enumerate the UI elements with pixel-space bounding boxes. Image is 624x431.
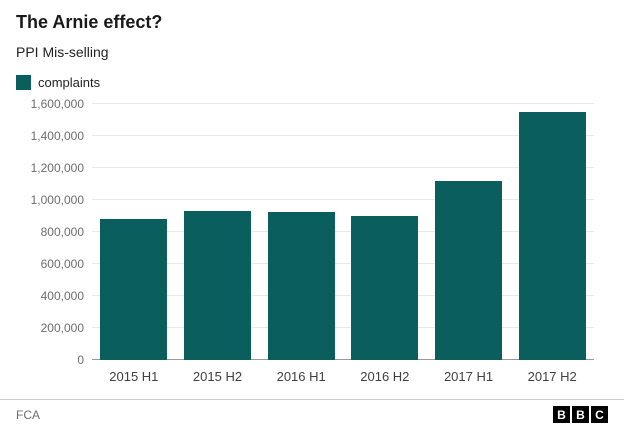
bar-2015-h1 xyxy=(100,219,168,360)
y-tick-label: 1,400,000 xyxy=(30,129,84,143)
gridline xyxy=(92,199,594,200)
y-tick-label: 1,600,000 xyxy=(30,97,84,111)
bar-chart: 0 200,000 400,000 600,000 800,000 1,000,000 1,… xyxy=(16,97,608,384)
bar-2015-h2 xyxy=(184,211,251,360)
y-tick-label: 1,200,000 xyxy=(30,161,84,175)
legend-swatch xyxy=(16,75,31,90)
gridline xyxy=(92,327,594,328)
y-axis: 0 200,000 400,000 600,000 800,000 1,000,000 1,… xyxy=(16,97,92,367)
gridline xyxy=(92,295,594,296)
chart-subtitle: PPI Mis-selling xyxy=(16,44,109,60)
gridline xyxy=(92,103,594,104)
y-tick-label: 400,000 xyxy=(40,289,84,303)
chart-body: 0 200,000 400,000 600,000 800,000 1,000,000 1,… xyxy=(16,97,608,367)
bar-2016-h2 xyxy=(351,216,419,360)
y-tick-label: 200,000 xyxy=(40,321,84,335)
y-tick-label: 0 xyxy=(77,353,84,367)
baseline xyxy=(92,359,594,360)
bar-slot xyxy=(427,104,511,360)
legend-label: complaints xyxy=(38,75,101,90)
x-tick-label: 2015 H1 xyxy=(109,369,159,384)
source-label: FCA xyxy=(16,407,40,422)
y-tick-label: 600,000 xyxy=(40,257,84,271)
x-axis: 2015 H1 2015 H2 2016 H1 2016 H2 2017 H1 2017 … xyxy=(92,360,594,384)
x-tick-label: 2016 H1 xyxy=(276,369,326,384)
y-tick-label: 800,000 xyxy=(40,225,84,239)
gridline xyxy=(92,263,594,264)
bar-slot xyxy=(343,104,427,360)
bars xyxy=(92,104,594,360)
chart-title: The Arnie effect? xyxy=(16,12,163,32)
bar-slot xyxy=(92,104,176,360)
bar-slot xyxy=(176,104,260,360)
footer: FCA B B C xyxy=(0,399,624,431)
gridline xyxy=(92,135,594,136)
bbc-logo: B B C xyxy=(553,406,608,423)
bar-2017-h2 xyxy=(518,112,586,360)
gridline xyxy=(92,231,594,232)
bar-2016-h1 xyxy=(267,212,335,360)
x-tick-label: 2017 H2 xyxy=(527,369,577,384)
bbc-logo-letter: C xyxy=(591,406,608,423)
bar-slot xyxy=(259,104,343,360)
bbc-logo-letter: B xyxy=(572,406,589,423)
x-tick-label: 2016 H2 xyxy=(360,369,410,384)
legend: complaints xyxy=(16,75,608,90)
y-tick-label: 1,000,000 xyxy=(30,193,84,207)
x-tick-label: 2015 H2 xyxy=(192,369,243,384)
bar-2017-h1 xyxy=(435,180,502,360)
x-tick-label: 2017 H1 xyxy=(443,369,494,384)
bbc-logo-letter: B xyxy=(553,406,570,423)
bar-slot xyxy=(510,104,594,360)
plot-area xyxy=(92,103,594,360)
gridline xyxy=(92,167,594,168)
